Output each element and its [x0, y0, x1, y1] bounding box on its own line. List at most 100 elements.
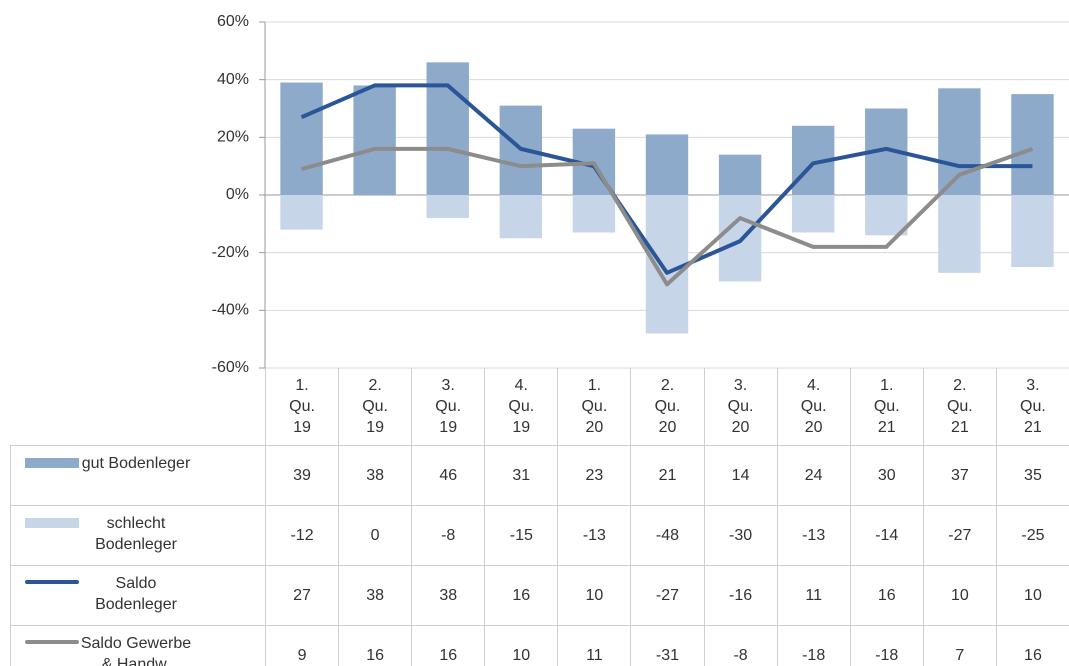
bar — [865, 195, 908, 236]
category-cell: 2. Qu. 19 — [338, 368, 413, 446]
category-cell: 4. Qu. 20 — [776, 368, 851, 446]
table-value: 37 — [922, 445, 997, 506]
table-value: 39 — [265, 445, 340, 506]
table-value: 10 — [484, 625, 559, 666]
table-value: 31 — [484, 445, 559, 506]
x-tick-label: 2. Qu. 19 — [362, 377, 388, 436]
bar — [645, 134, 689, 195]
table-value: -30 — [703, 505, 778, 566]
table-value: -8 — [411, 505, 486, 566]
bar — [718, 154, 762, 195]
table-value: -8 — [703, 625, 778, 666]
table-value: 16 — [338, 625, 413, 666]
category-cell: 3. Qu. 21 — [995, 368, 1069, 446]
line — [300, 83, 1033, 275]
category-cell: 1. Qu. 21 — [849, 368, 924, 446]
table-value: -16 — [703, 565, 778, 626]
bar — [499, 195, 543, 239]
table-value: 14 — [703, 445, 778, 506]
table-value: -18 — [849, 625, 924, 666]
y-tick-label: -20% — [212, 244, 249, 261]
bar — [938, 195, 981, 273]
bar — [353, 85, 396, 195]
x-tick-label: 1. Qu. 19 — [289, 377, 315, 436]
table-value: 10 — [995, 565, 1069, 626]
bar — [280, 195, 323, 230]
legend-cell: schlecht Bodenleger — [10, 505, 266, 566]
x-tick-label: 1. Qu. 21 — [873, 377, 900, 436]
table-value: -13 — [776, 505, 851, 566]
table-value: 0 — [338, 505, 413, 566]
table-value: -25 — [995, 505, 1069, 566]
category-cell: 4. Qu. 19 — [484, 368, 559, 446]
y-tick-label: 0% — [226, 186, 249, 203]
table-value: -31 — [630, 625, 705, 666]
table-value: 30 — [849, 445, 924, 506]
bar — [791, 195, 835, 233]
table-value: -27 — [922, 505, 997, 566]
table-value: 27 — [265, 565, 340, 626]
bar — [1011, 94, 1054, 195]
legend-swatch — [25, 580, 79, 584]
category-cell: 2. Qu. 20 — [630, 368, 705, 446]
legend-label: schlecht Bodenleger — [95, 515, 177, 553]
y-tick-label: -60% — [212, 359, 249, 376]
y-tick-label: -40% — [212, 302, 249, 319]
table-value: 38 — [338, 565, 413, 626]
table-value: 35 — [995, 445, 1069, 506]
x-tick-label: 4. Qu. 20 — [800, 377, 827, 436]
bar — [426, 195, 469, 219]
table-value: -27 — [630, 565, 705, 626]
x-tick-label: 4. Qu. 19 — [508, 377, 535, 436]
legend-cell: Saldo Gewerbe & Handw. — [10, 625, 266, 666]
y-tick-label: 60% — [217, 13, 249, 30]
table-value: 7 — [922, 625, 997, 666]
table-value: 38 — [338, 445, 413, 506]
x-tick-label: 1. Qu. 20 — [581, 377, 608, 436]
bar — [280, 82, 323, 195]
legend-swatch — [25, 518, 79, 528]
x-tick-label: 3. Qu. 21 — [1020, 377, 1046, 436]
legend-cell: Saldo Bodenleger — [10, 565, 266, 626]
table-value: 11 — [776, 565, 851, 626]
table-value: 11 — [557, 625, 632, 666]
legend-label: gut Bodenleger — [81, 455, 191, 472]
table-value: 21 — [630, 445, 705, 506]
x-tick-label: 3. Qu. 20 — [727, 377, 754, 436]
table-value: 10 — [922, 565, 997, 626]
y-tick-label: 20% — [217, 129, 249, 146]
bar — [1011, 195, 1054, 268]
line — [301, 146, 1034, 287]
table-value: -14 — [849, 505, 924, 566]
table-value: 46 — [411, 445, 486, 506]
x-tick-label: 2. Qu. 20 — [654, 377, 681, 436]
category-cell: 1. Qu. 20 — [557, 368, 632, 446]
table-value: 16 — [995, 625, 1069, 666]
y-tick-label: 40% — [217, 71, 249, 88]
table-value: 24 — [776, 445, 851, 506]
table-value: 16 — [411, 625, 486, 666]
category-cell: 3. Qu. 19 — [411, 368, 486, 446]
legend-swatch — [25, 640, 79, 644]
table-value: -48 — [630, 505, 705, 566]
legend-label: Saldo Bodenleger — [95, 575, 177, 613]
legend-swatch — [25, 458, 79, 468]
table-value: 23 — [557, 445, 632, 506]
table-value: 38 — [411, 565, 486, 626]
table-value: 10 — [557, 565, 632, 626]
table-value: -12 — [265, 505, 340, 566]
legend-cell: gut Bodenleger — [10, 445, 266, 506]
bar — [426, 62, 469, 195]
table-value: -13 — [557, 505, 632, 566]
category-cell: 3. Qu. 20 — [703, 368, 778, 446]
table-value: -18 — [776, 625, 851, 666]
x-tick-label: 2. Qu. 21 — [946, 377, 973, 436]
bar — [938, 88, 981, 195]
x-tick-label: 3. Qu. 19 — [435, 377, 462, 436]
table-value: -15 — [484, 505, 559, 566]
category-cell: 1. Qu. 19 — [265, 368, 340, 446]
table-value: 9 — [265, 625, 340, 666]
table-value: 16 — [484, 565, 559, 626]
